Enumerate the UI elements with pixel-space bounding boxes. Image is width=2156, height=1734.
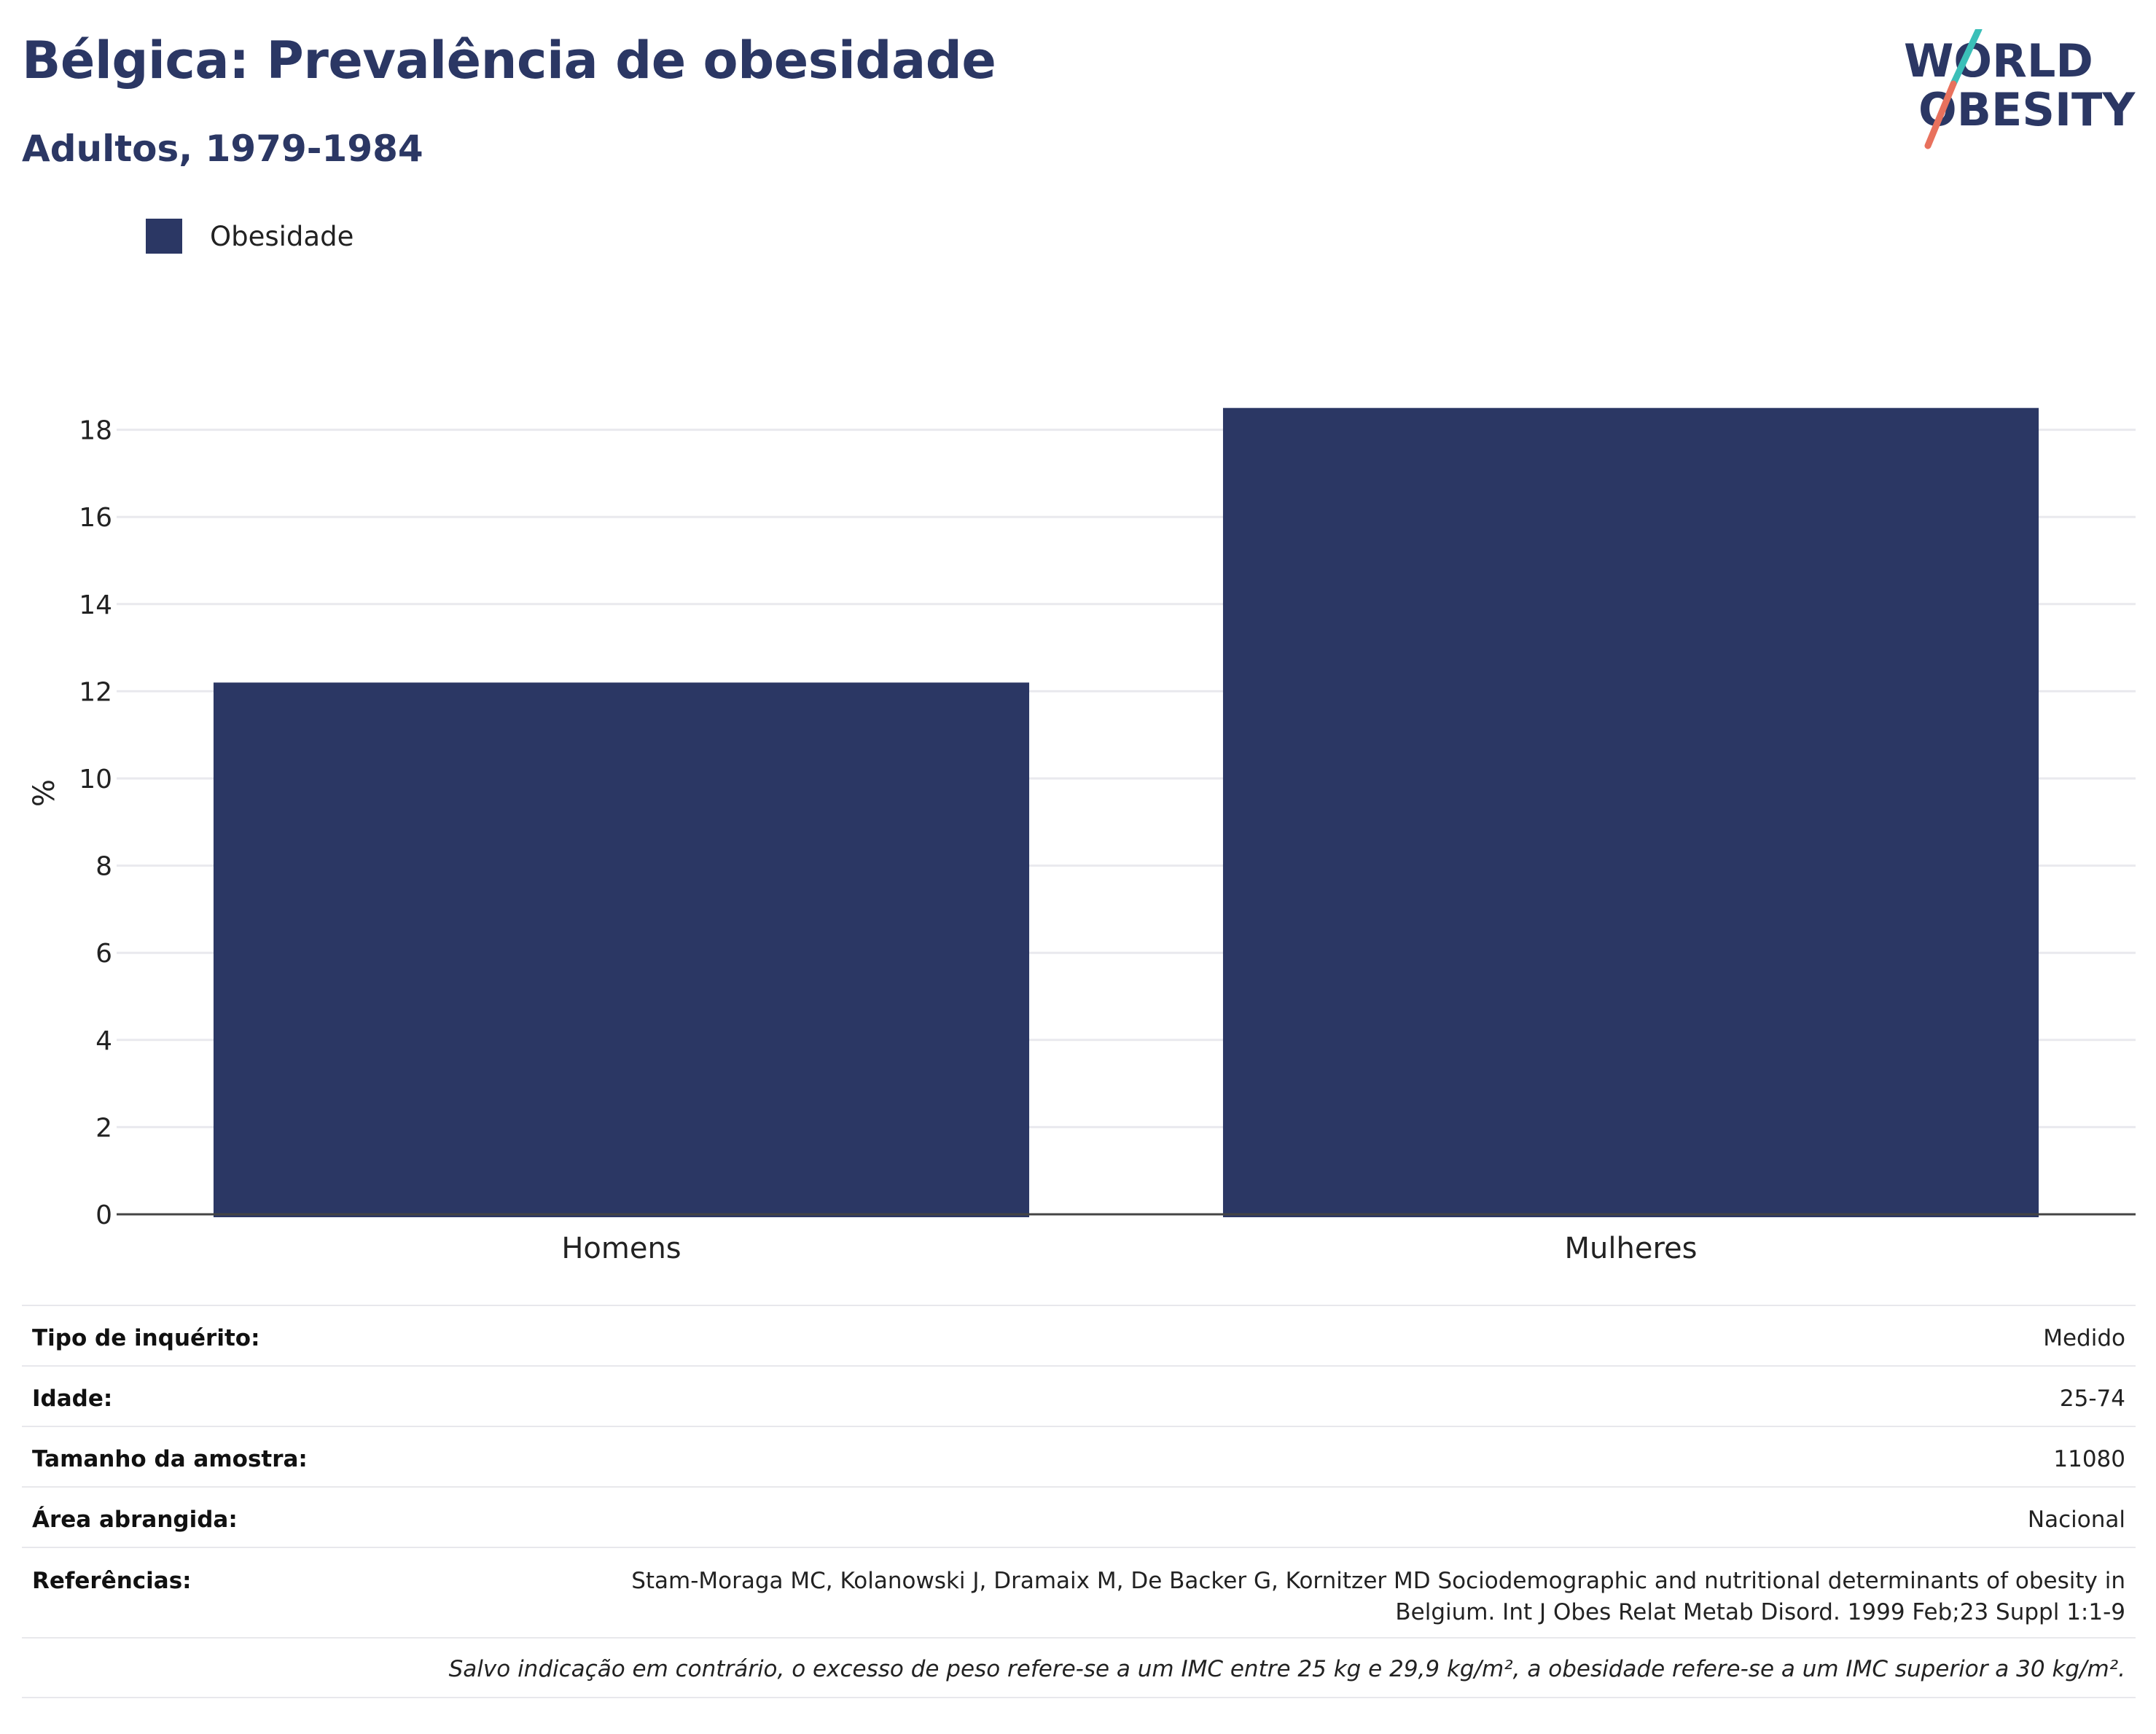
logo-slash-top [1950,29,1983,87]
y-tick-label: 6 [95,939,112,969]
chart-title: Bélgica: Prevalência de obesidade [22,31,996,90]
logo-slash-bottom [1924,80,1957,149]
bar-mulheres [1222,407,2039,1218]
info-value: Medido [547,1305,2136,1366]
y-tick-label: 8 [95,852,112,882]
y-tick-label: 2 [95,1113,112,1143]
info-key: Tamanho da amostra: [22,1426,547,1487]
info-key: Área abrangida: [22,1486,547,1547]
bars [213,407,2039,1218]
chart-subtitle: Adultos, 1979-1984 [22,128,423,170]
references-line-1: Stam-Moraga MC, Kolanowski J, Dramaix M,… [631,1568,2125,1594]
chart-legend[interactable]: Obesidade [146,219,354,254]
info-row-survey-type: Tipo de inquérito: Medido [22,1305,2136,1366]
info-key: Idade: [22,1365,547,1426]
bmi-definition-note: Salvo indicação em contrário, o excesso … [22,1637,2136,1698]
info-value: Nacional [547,1486,2136,1547]
info-key: Tipo de inquérito: [22,1305,547,1366]
legend-label-obesidade: Obesidade [210,220,354,252]
info-row-area: Área abrangida: Nacional [22,1486,2136,1547]
y-tick-label: 4 [95,1026,112,1056]
info-value: 11080 [547,1426,2136,1487]
bar-chart: 0 2 4 6 8 10 12 14 16 18 Homens Mulheres % [28,407,2136,1265]
info-row-sample-size: Tamanho da amostra: 11080 [22,1426,2136,1487]
info-row-age: Idade: 25-74 [22,1365,2136,1426]
logo-text-obesity: OBESITY [1918,83,2136,136]
logo-text-world: WORLD [1904,34,2093,87]
y-tick-label: 16 [79,503,112,533]
references-text: Stam-Moraga MC, Kolanowski J, Dramaix M,… [547,1547,2136,1638]
world-obesity-logo: WORLD OBESITY [1904,29,2136,149]
y-tick-label: 14 [79,590,112,620]
references-line-2: Belgium. Int J Obes Relat Metab Disord. … [1395,1599,2125,1625]
info-row-references: Referências: Stam-Moraga MC, Kolanowski … [22,1547,2136,1638]
y-tick-label: 18 [79,416,112,446]
bar-homens [213,682,1030,1217]
x-tick-label: Mulheres [1565,1232,1698,1265]
info-key: Referências: [22,1547,547,1638]
survey-info-table: Tipo de inquérito: Medido Idade: 25-74 T… [22,1305,2136,1698]
y-tick-label: 10 [79,765,112,794]
legend-swatch-obesidade [146,219,182,254]
info-row-note: Salvo indicação em contrário, o excesso … [22,1637,2136,1698]
y-axis-label: % [28,779,61,807]
x-tick-labels: Homens Mulheres [561,1232,1697,1265]
info-value: 25-74 [547,1365,2136,1426]
y-tick-label: 0 [95,1200,112,1230]
y-tick-label: 12 [79,677,112,707]
x-tick-label: Homens [561,1232,681,1265]
y-tick-labels: 0 2 4 6 8 10 12 14 16 18 [79,416,112,1230]
